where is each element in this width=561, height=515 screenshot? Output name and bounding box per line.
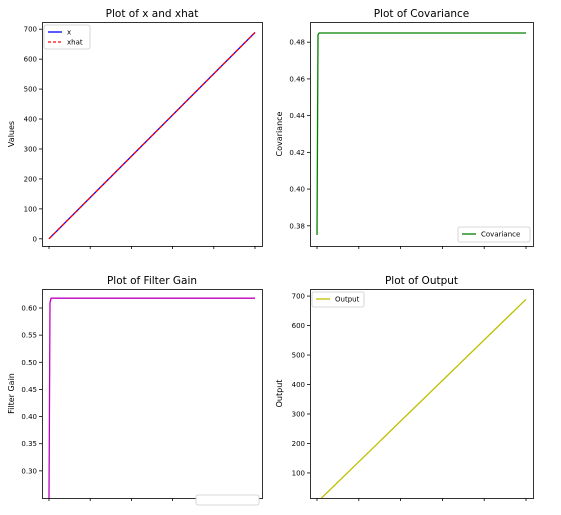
- y-tick-label: 0.40: [289, 186, 305, 194]
- chart-title: Plot of Output: [385, 275, 458, 287]
- chart-panel-2: Plot of Covariance Covariance 0.38 0.40 0.42…: [275, 8, 534, 249]
- y-tick-label: 300: [24, 145, 37, 153]
- series-line-xhat: [48, 32, 256, 240]
- y-tick-label: 0.50: [21, 359, 37, 367]
- legend: Output: [311, 291, 365, 308]
- y-tick-label: 0.40: [21, 413, 37, 421]
- y-tick-label: 0: [33, 235, 37, 243]
- legend: x xhat: [43, 24, 91, 50]
- y-tick-label: 0.55: [21, 332, 37, 340]
- y-tick-label: 0.46: [289, 75, 305, 83]
- legend: Covariance: [457, 226, 531, 243]
- y-tick-label: 600: [292, 322, 305, 330]
- series-group: [48, 32, 256, 240]
- y-tick-label: 300: [292, 410, 305, 418]
- legend-frame: [43, 24, 91, 50]
- y-tick-label: 400: [24, 116, 37, 124]
- chart-title: Plot of Covariance: [374, 8, 470, 20]
- y-tick-label: 0.45: [21, 386, 37, 394]
- chart-panel-1: Plot of x and xhat Values 0 100 200 300 400 500…: [7, 8, 263, 249]
- y-tick-label: 0.60: [21, 305, 37, 313]
- series-line-output: [320, 298, 527, 498]
- y-tick-label: 100: [24, 205, 37, 213]
- series-line-covariance: [316, 32, 526, 236]
- y-tick-label: 500: [292, 352, 305, 360]
- legend-entry-label: Output: [335, 296, 360, 304]
- chart-panel-4: Plot of Output Output 100 200 300 400 500 600 70…: [275, 275, 534, 501]
- legend-frame: [457, 226, 531, 243]
- plot-frame: [42, 289, 263, 499]
- plot-frame: [310, 22, 534, 247]
- chart-title: Plot of Filter Gain: [107, 275, 197, 287]
- y-tick-label: 500: [24, 86, 37, 94]
- y-tick-label: 0.42: [289, 149, 305, 157]
- y-tick-label: 0.38: [289, 222, 305, 230]
- y-axis-label: Values: [7, 121, 16, 147]
- legend-entry-label: x: [67, 29, 71, 37]
- y-axis-label: Output: [275, 380, 284, 408]
- y-tick-label: 0.35: [21, 440, 37, 448]
- series-group: [48, 297, 255, 498]
- y-tick-label: 200: [24, 175, 37, 183]
- y-tick-label: 600: [24, 56, 37, 64]
- y-axis-label: Covariance: [275, 111, 284, 156]
- series-line-filter-gain: [48, 297, 255, 498]
- y-tick-label: 700: [24, 26, 37, 34]
- legend-frame: [311, 291, 365, 308]
- legend: [195, 494, 260, 506]
- y-tick-label: 0.48: [289, 39, 305, 47]
- legend-entry-label: xhat: [67, 39, 83, 47]
- series-group: [320, 298, 527, 498]
- y-tick-label: 0.30: [21, 467, 37, 475]
- y-tick-label: 0.44: [289, 112, 305, 120]
- y-tick-label: 700: [292, 293, 305, 301]
- y-tick-label: 200: [292, 440, 305, 448]
- chart-title: Plot of x and xhat: [106, 8, 199, 20]
- plot-frame: [310, 289, 534, 499]
- plot-frame: [42, 22, 263, 247]
- y-axis-label: Filter Gain: [7, 373, 16, 414]
- chart-panel-3: Plot of Filter Gain Filter Gain 0.30 0.35 0.…: [7, 275, 263, 506]
- legend-frame: [195, 494, 260, 506]
- y-tick-label: 100: [292, 469, 305, 477]
- series-group: [316, 32, 526, 236]
- y-tick-label: 400: [292, 381, 305, 389]
- legend-entry-label: Covariance: [481, 231, 520, 239]
